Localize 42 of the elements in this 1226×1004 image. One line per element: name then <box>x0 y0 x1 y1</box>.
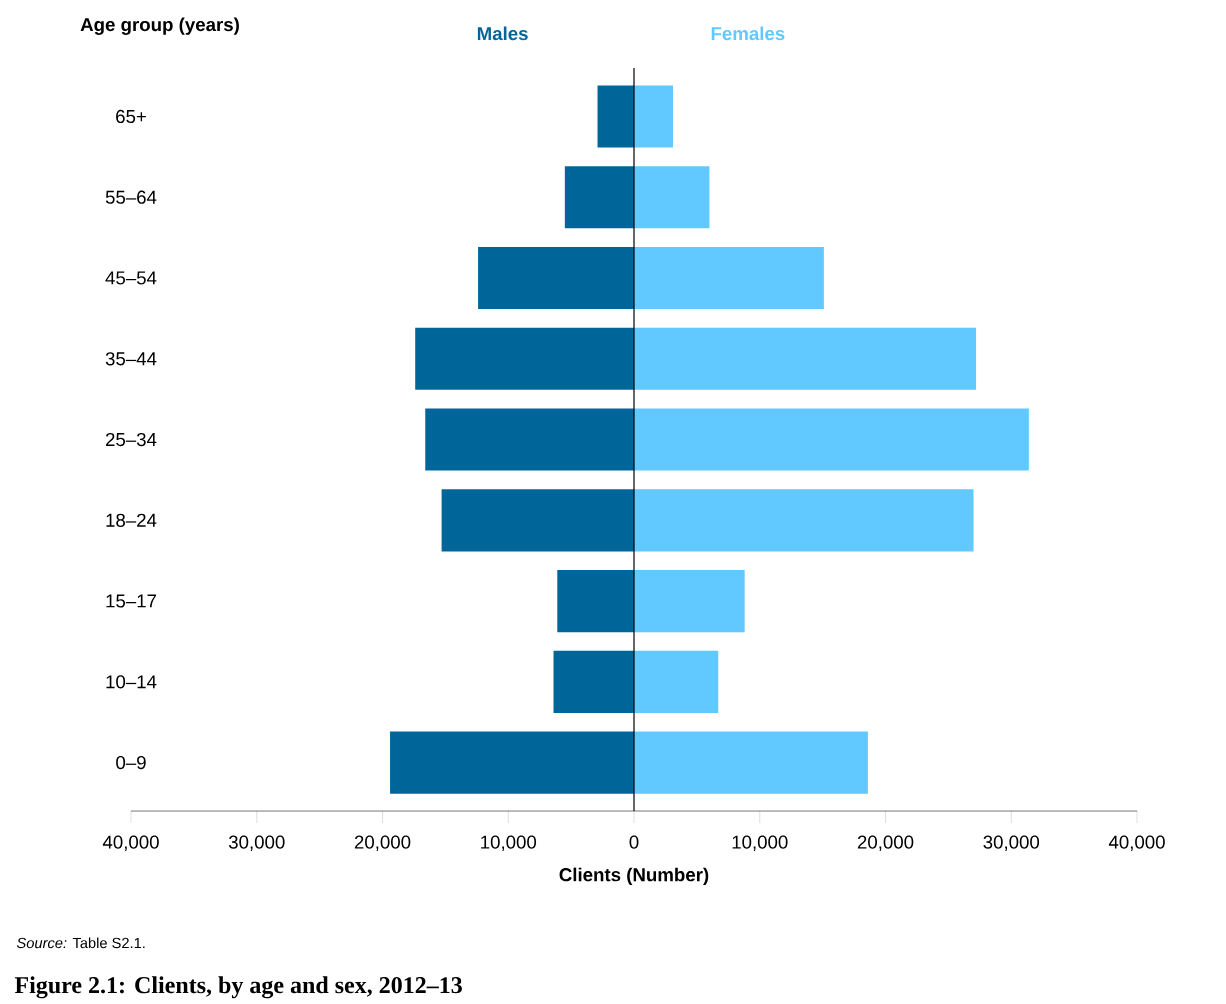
x-tick-label: 20,000 <box>857 835 914 851</box>
bar <box>634 489 974 552</box>
y-tick-label: 18–24 <box>106 513 157 527</box>
bar <box>634 246 824 310</box>
x-tick-label: 0 <box>629 835 639 849</box>
y-tick-label: 65+ <box>116 109 146 124</box>
bar <box>441 489 635 552</box>
bar <box>425 408 635 471</box>
bar <box>564 166 635 229</box>
bar <box>390 731 635 794</box>
bar <box>553 650 635 713</box>
x-tick-label: 20,000 <box>354 835 411 851</box>
bar <box>634 650 719 713</box>
y-tick-label: 55–64 <box>105 190 157 204</box>
text: Figure 2.1: Clients, by age and sex, 2012–13 <box>14 976 462 999</box>
text: Males <box>477 26 528 41</box>
y-tick-label: 25–34 <box>105 432 157 447</box>
bar <box>478 246 635 310</box>
x-tick-label: 30,000 <box>228 835 285 851</box>
y-tick-label: 45–54 <box>105 271 157 285</box>
y-axis-title: Age group (years) <box>80 17 239 35</box>
y-tick-label: 10–14 <box>106 675 157 689</box>
bar <box>415 327 635 390</box>
bar <box>634 731 868 794</box>
x-tick-label: 10,000 <box>481 835 537 851</box>
bar <box>634 569 745 633</box>
x-axis-title: Clients (Number) <box>559 867 709 886</box>
x-tick-label: 40,000 <box>1108 835 1165 851</box>
text: Source: Table S2.1. <box>16 937 145 949</box>
bar <box>634 85 673 148</box>
x-tick-label: 10,000 <box>732 835 788 851</box>
bar <box>634 327 977 390</box>
y-tick-label: 0–9 <box>116 755 146 770</box>
y-tick-label: 35–44 <box>105 352 157 366</box>
x-tick-label: 30,000 <box>983 835 1040 851</box>
x-tick-label: 40,000 <box>102 835 159 851</box>
bar <box>557 569 635 633</box>
text: Females <box>711 26 785 41</box>
y-tick-label: 15–17 <box>106 594 157 608</box>
bar <box>634 166 710 229</box>
bar <box>634 408 1029 471</box>
bar <box>597 85 635 148</box>
